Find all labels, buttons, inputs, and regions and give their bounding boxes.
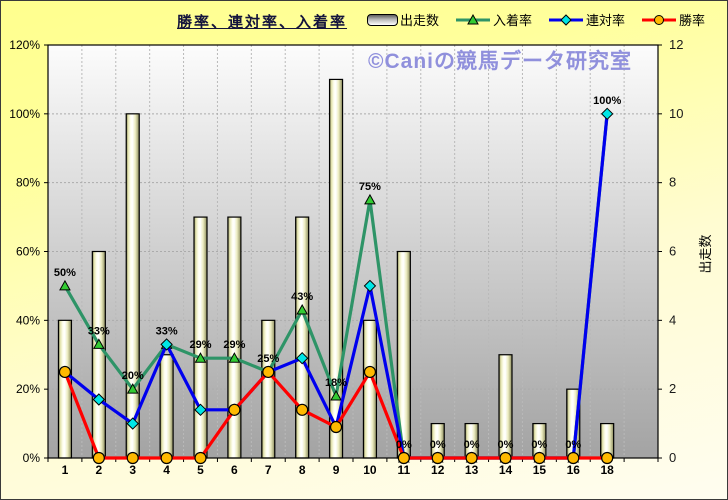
legend-label: 出走数 — [399, 13, 439, 28]
svg-text:0%: 0% — [396, 439, 412, 451]
svg-text:18%: 18% — [325, 377, 347, 389]
svg-text:29%: 29% — [223, 339, 245, 351]
svg-text:33%: 33% — [156, 325, 178, 337]
legend: 出走数 入着率 連対率 勝率 — [366, 10, 705, 29]
svg-text:6: 6 — [231, 463, 238, 477]
legend-item-win-rate: 勝率 — [641, 10, 705, 29]
svg-text:33%: 33% — [88, 325, 110, 337]
svg-text:0%: 0% — [565, 439, 581, 451]
svg-text:0%: 0% — [430, 439, 446, 451]
svg-text:14: 14 — [499, 463, 513, 477]
svg-text:0%: 0% — [498, 439, 514, 451]
svg-text:出走数: 出走数 — [698, 234, 713, 273]
svg-text:0: 0 — [669, 450, 676, 465]
legend-item-starts: 出走数 — [366, 10, 439, 29]
svg-text:25%: 25% — [257, 353, 279, 365]
svg-text:8: 8 — [299, 463, 306, 477]
svg-text:12: 12 — [669, 37, 683, 52]
svg-text:20%: 20% — [122, 370, 144, 382]
legend-item-place-rate: 入着率 — [455, 10, 532, 29]
bar-swatch-icon — [366, 13, 398, 26]
chart-title: 勝率、連対率、入着率 — [177, 14, 348, 31]
svg-text:13: 13 — [465, 463, 479, 477]
svg-text:0%: 0% — [531, 439, 547, 451]
svg-text:4: 4 — [163, 463, 170, 477]
legend-label: 勝率 — [678, 13, 705, 28]
diamond-line-icon — [548, 13, 583, 26]
triangle-line-icon — [455, 13, 490, 24]
watermark: ©Caniの競馬データ研究室 — [368, 50, 632, 73]
svg-text:43%: 43% — [291, 291, 313, 303]
svg-text:50%: 50% — [54, 267, 76, 279]
svg-text:2: 2 — [669, 381, 676, 396]
svg-text:8: 8 — [669, 175, 676, 190]
svg-text:60%: 60% — [16, 245, 40, 259]
svg-text:0%: 0% — [23, 451, 41, 465]
svg-text:6: 6 — [669, 244, 676, 259]
svg-text:40%: 40% — [16, 313, 40, 327]
svg-text:29%: 29% — [189, 339, 211, 351]
svg-text:11: 11 — [397, 463, 410, 477]
svg-text:1: 1 — [62, 463, 69, 477]
svg-text:75%: 75% — [359, 181, 381, 193]
svg-text:0%: 0% — [464, 439, 480, 451]
legend-label: 入着率 — [492, 13, 532, 28]
svg-text:2: 2 — [95, 463, 102, 477]
svg-text:9: 9 — [333, 463, 340, 477]
svg-text:100%: 100% — [9, 107, 40, 121]
svg-text:3: 3 — [129, 463, 136, 477]
legend-item-quinella-rate: 連対率 — [548, 10, 625, 29]
circle-line-icon — [641, 14, 676, 25]
svg-text:16: 16 — [567, 463, 581, 477]
svg-text:18: 18 — [600, 463, 614, 477]
svg-text:80%: 80% — [16, 176, 40, 190]
svg-text:7: 7 — [265, 463, 272, 477]
svg-text:100%: 100% — [593, 95, 621, 107]
svg-text:4: 4 — [669, 312, 676, 327]
svg-text:10: 10 — [669, 106, 683, 121]
svg-text:10: 10 — [363, 463, 377, 477]
svg-text:15: 15 — [533, 463, 547, 477]
svg-text:20%: 20% — [16, 382, 40, 396]
legend-label: 連対率 — [585, 13, 625, 28]
svg-text:120%: 120% — [9, 38, 40, 52]
svg-text:5: 5 — [197, 463, 204, 477]
svg-text:12: 12 — [431, 463, 445, 477]
